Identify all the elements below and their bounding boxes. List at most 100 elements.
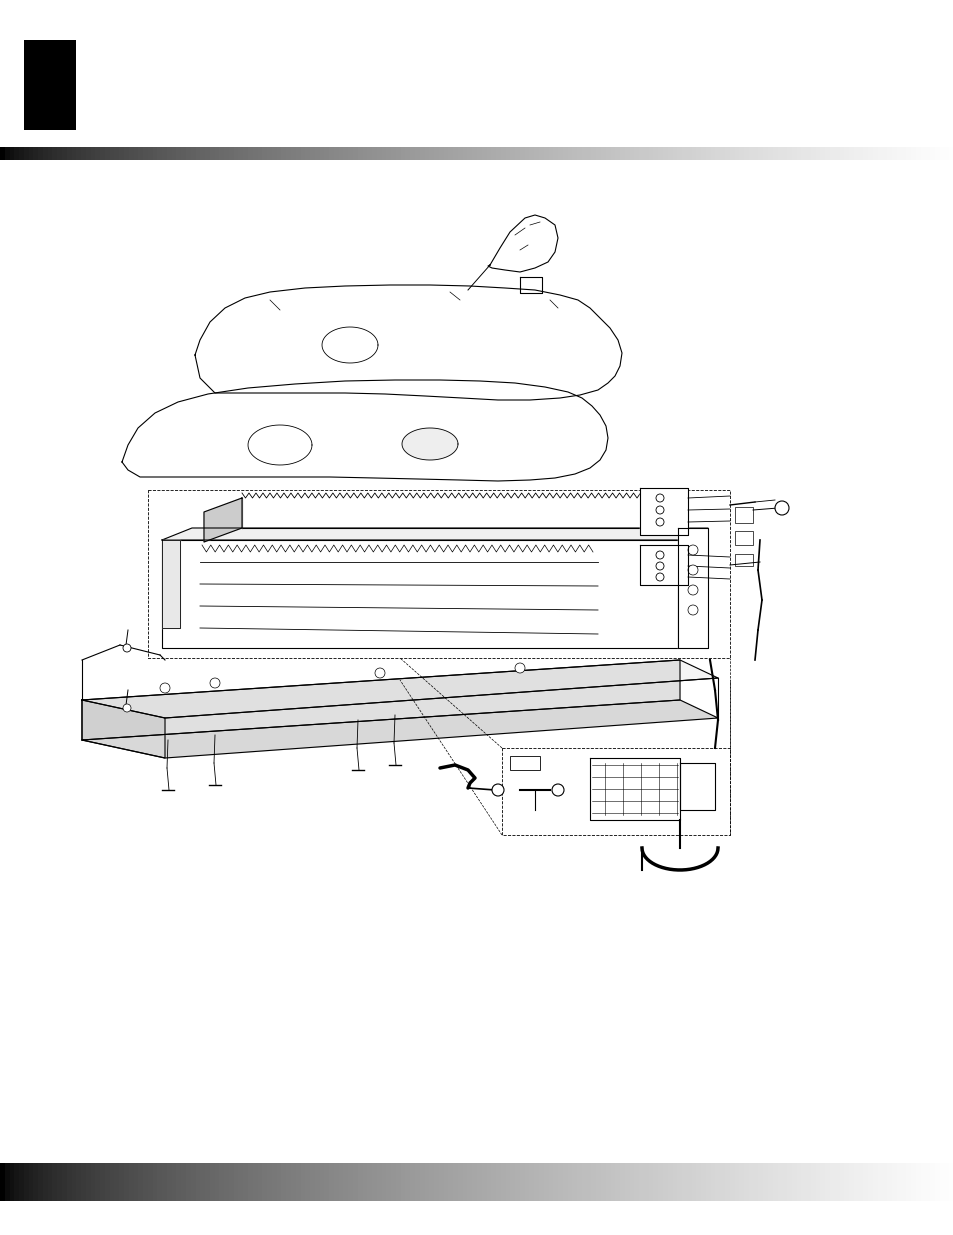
Bar <box>858 147 863 161</box>
Bar <box>700 147 706 161</box>
Circle shape <box>687 585 698 595</box>
Bar <box>33 1163 39 1200</box>
Bar <box>591 1163 597 1200</box>
Bar <box>662 1163 668 1200</box>
Polygon shape <box>242 498 658 529</box>
Circle shape <box>774 501 788 515</box>
Bar <box>291 147 296 161</box>
Bar <box>272 147 277 161</box>
Circle shape <box>515 663 524 673</box>
Bar <box>843 1163 849 1200</box>
Bar <box>338 147 344 161</box>
Bar <box>939 1163 944 1200</box>
Bar <box>548 1163 554 1200</box>
Bar <box>295 1163 301 1200</box>
Bar <box>310 1163 315 1200</box>
Bar <box>14 147 20 161</box>
Bar <box>758 147 763 161</box>
Bar <box>562 147 568 161</box>
Bar <box>805 1163 811 1200</box>
Polygon shape <box>678 529 707 648</box>
Bar <box>882 1163 887 1200</box>
Bar <box>100 1163 106 1200</box>
Bar <box>796 1163 801 1200</box>
Bar <box>834 1163 840 1200</box>
Bar <box>858 1163 863 1200</box>
Bar <box>767 147 773 161</box>
Bar <box>95 147 101 161</box>
Bar <box>395 1163 401 1200</box>
Circle shape <box>656 517 663 526</box>
Bar <box>848 147 854 161</box>
Bar <box>457 1163 463 1200</box>
Bar <box>610 1163 616 1200</box>
Bar <box>367 1163 373 1200</box>
Bar <box>105 1163 111 1200</box>
Bar <box>610 147 616 161</box>
Bar <box>896 147 902 161</box>
Bar <box>243 147 249 161</box>
Bar <box>167 1163 172 1200</box>
Bar <box>129 147 134 161</box>
Polygon shape <box>401 429 457 459</box>
Bar <box>353 1163 358 1200</box>
Bar <box>310 147 315 161</box>
Bar <box>200 147 206 161</box>
Bar <box>772 147 778 161</box>
Bar <box>515 1163 520 1200</box>
Bar <box>52 147 58 161</box>
Bar <box>924 1163 930 1200</box>
Bar <box>372 147 377 161</box>
Bar <box>496 1163 501 1200</box>
Bar <box>276 1163 282 1200</box>
Bar <box>300 147 306 161</box>
Bar <box>677 1163 682 1200</box>
Circle shape <box>160 683 170 693</box>
Bar <box>186 1163 192 1200</box>
Bar <box>319 1163 325 1200</box>
Bar <box>157 1163 163 1200</box>
Bar <box>662 147 668 161</box>
Bar <box>629 1163 635 1200</box>
Bar <box>700 1163 706 1200</box>
Bar <box>357 1163 363 1200</box>
Bar <box>257 147 263 161</box>
Bar <box>57 147 63 161</box>
Bar <box>715 1163 720 1200</box>
Bar <box>338 1163 344 1200</box>
Bar <box>715 147 720 161</box>
Bar <box>324 147 330 161</box>
Bar <box>658 1163 663 1200</box>
Bar <box>114 1163 120 1200</box>
Bar <box>133 147 139 161</box>
Bar <box>176 1163 182 1200</box>
Bar <box>815 147 821 161</box>
Bar <box>596 147 601 161</box>
Bar <box>5 1163 10 1200</box>
Bar <box>915 1163 921 1200</box>
Polygon shape <box>639 545 687 585</box>
Bar <box>929 147 935 161</box>
Bar <box>81 1163 87 1200</box>
Bar <box>281 1163 287 1200</box>
Polygon shape <box>488 215 558 272</box>
Bar <box>419 147 425 161</box>
Bar <box>643 147 649 161</box>
Bar <box>834 147 840 161</box>
Bar <box>233 1163 239 1200</box>
Bar <box>181 1163 187 1200</box>
Bar <box>195 1163 201 1200</box>
Bar <box>224 1163 230 1200</box>
Bar <box>114 147 120 161</box>
Bar <box>376 147 382 161</box>
Bar <box>624 147 630 161</box>
Bar <box>486 1163 492 1200</box>
Bar <box>848 1163 854 1200</box>
Bar <box>62 147 68 161</box>
Bar <box>162 540 678 648</box>
Polygon shape <box>679 763 714 810</box>
Bar <box>553 1163 558 1200</box>
Bar <box>896 1163 902 1200</box>
Bar <box>781 1163 787 1200</box>
Bar <box>791 147 797 161</box>
